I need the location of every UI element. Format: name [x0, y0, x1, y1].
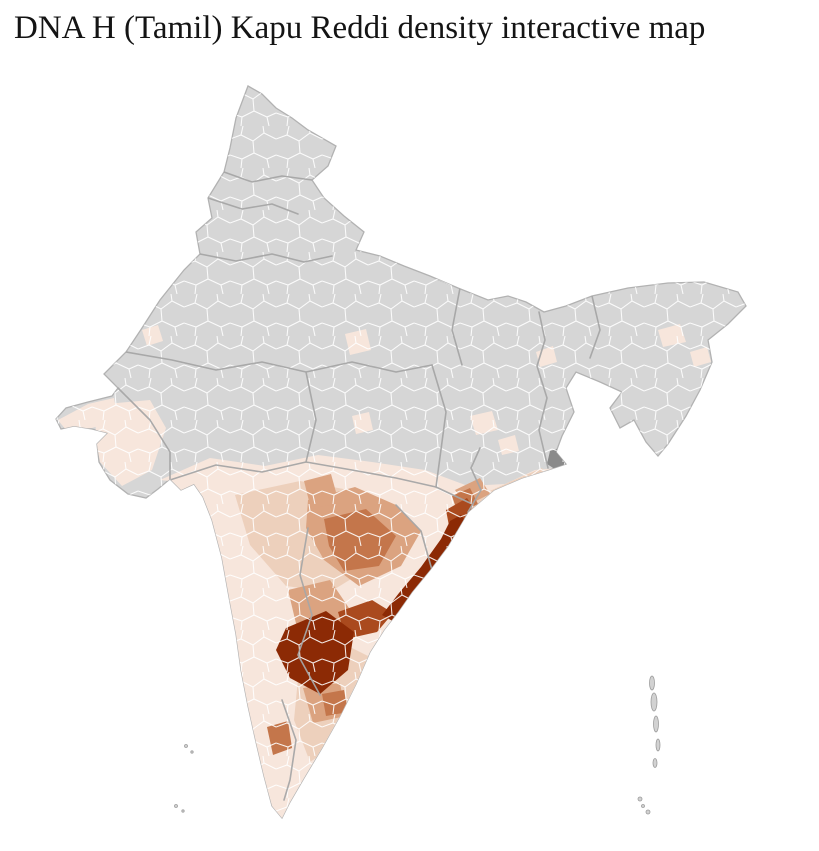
island: [649, 675, 655, 691]
state-border-line: [281, 699, 297, 801]
island: [174, 804, 178, 808]
island: [650, 692, 658, 712]
state-border-line: [117, 387, 171, 481]
state-border-line: [125, 351, 433, 373]
state-border-line: [199, 253, 333, 263]
state-border-line: [169, 461, 471, 504]
state-border-line: [207, 197, 299, 215]
state-border-line: [536, 311, 549, 469]
state-border-line: [431, 364, 447, 488]
state-border-line: [223, 171, 313, 183]
page-title: DNA H (Tamil) Kapu Reddi density interac…: [14, 10, 706, 46]
state-borders: [117, 171, 601, 801]
island: [653, 715, 659, 733]
island: [181, 809, 185, 813]
island: [637, 796, 643, 802]
state-border-line: [451, 287, 463, 366]
lakshadweep-islands[interactable]: [174, 744, 194, 813]
andaman-nicobar-islands[interactable]: [637, 675, 661, 815]
island: [645, 809, 651, 815]
state-border-line: [589, 295, 601, 359]
island: [655, 738, 661, 752]
island: [184, 744, 188, 748]
state-border-line: [467, 447, 482, 513]
island: [190, 750, 194, 754]
island: [652, 758, 658, 768]
state-border-line: [305, 371, 317, 463]
choropleth-layers: [56, 86, 746, 818]
state-border-line: [297, 527, 321, 696]
island: [641, 804, 645, 808]
district-borders-overlay: [56, 86, 746, 818]
state-border-line: [395, 504, 433, 571]
